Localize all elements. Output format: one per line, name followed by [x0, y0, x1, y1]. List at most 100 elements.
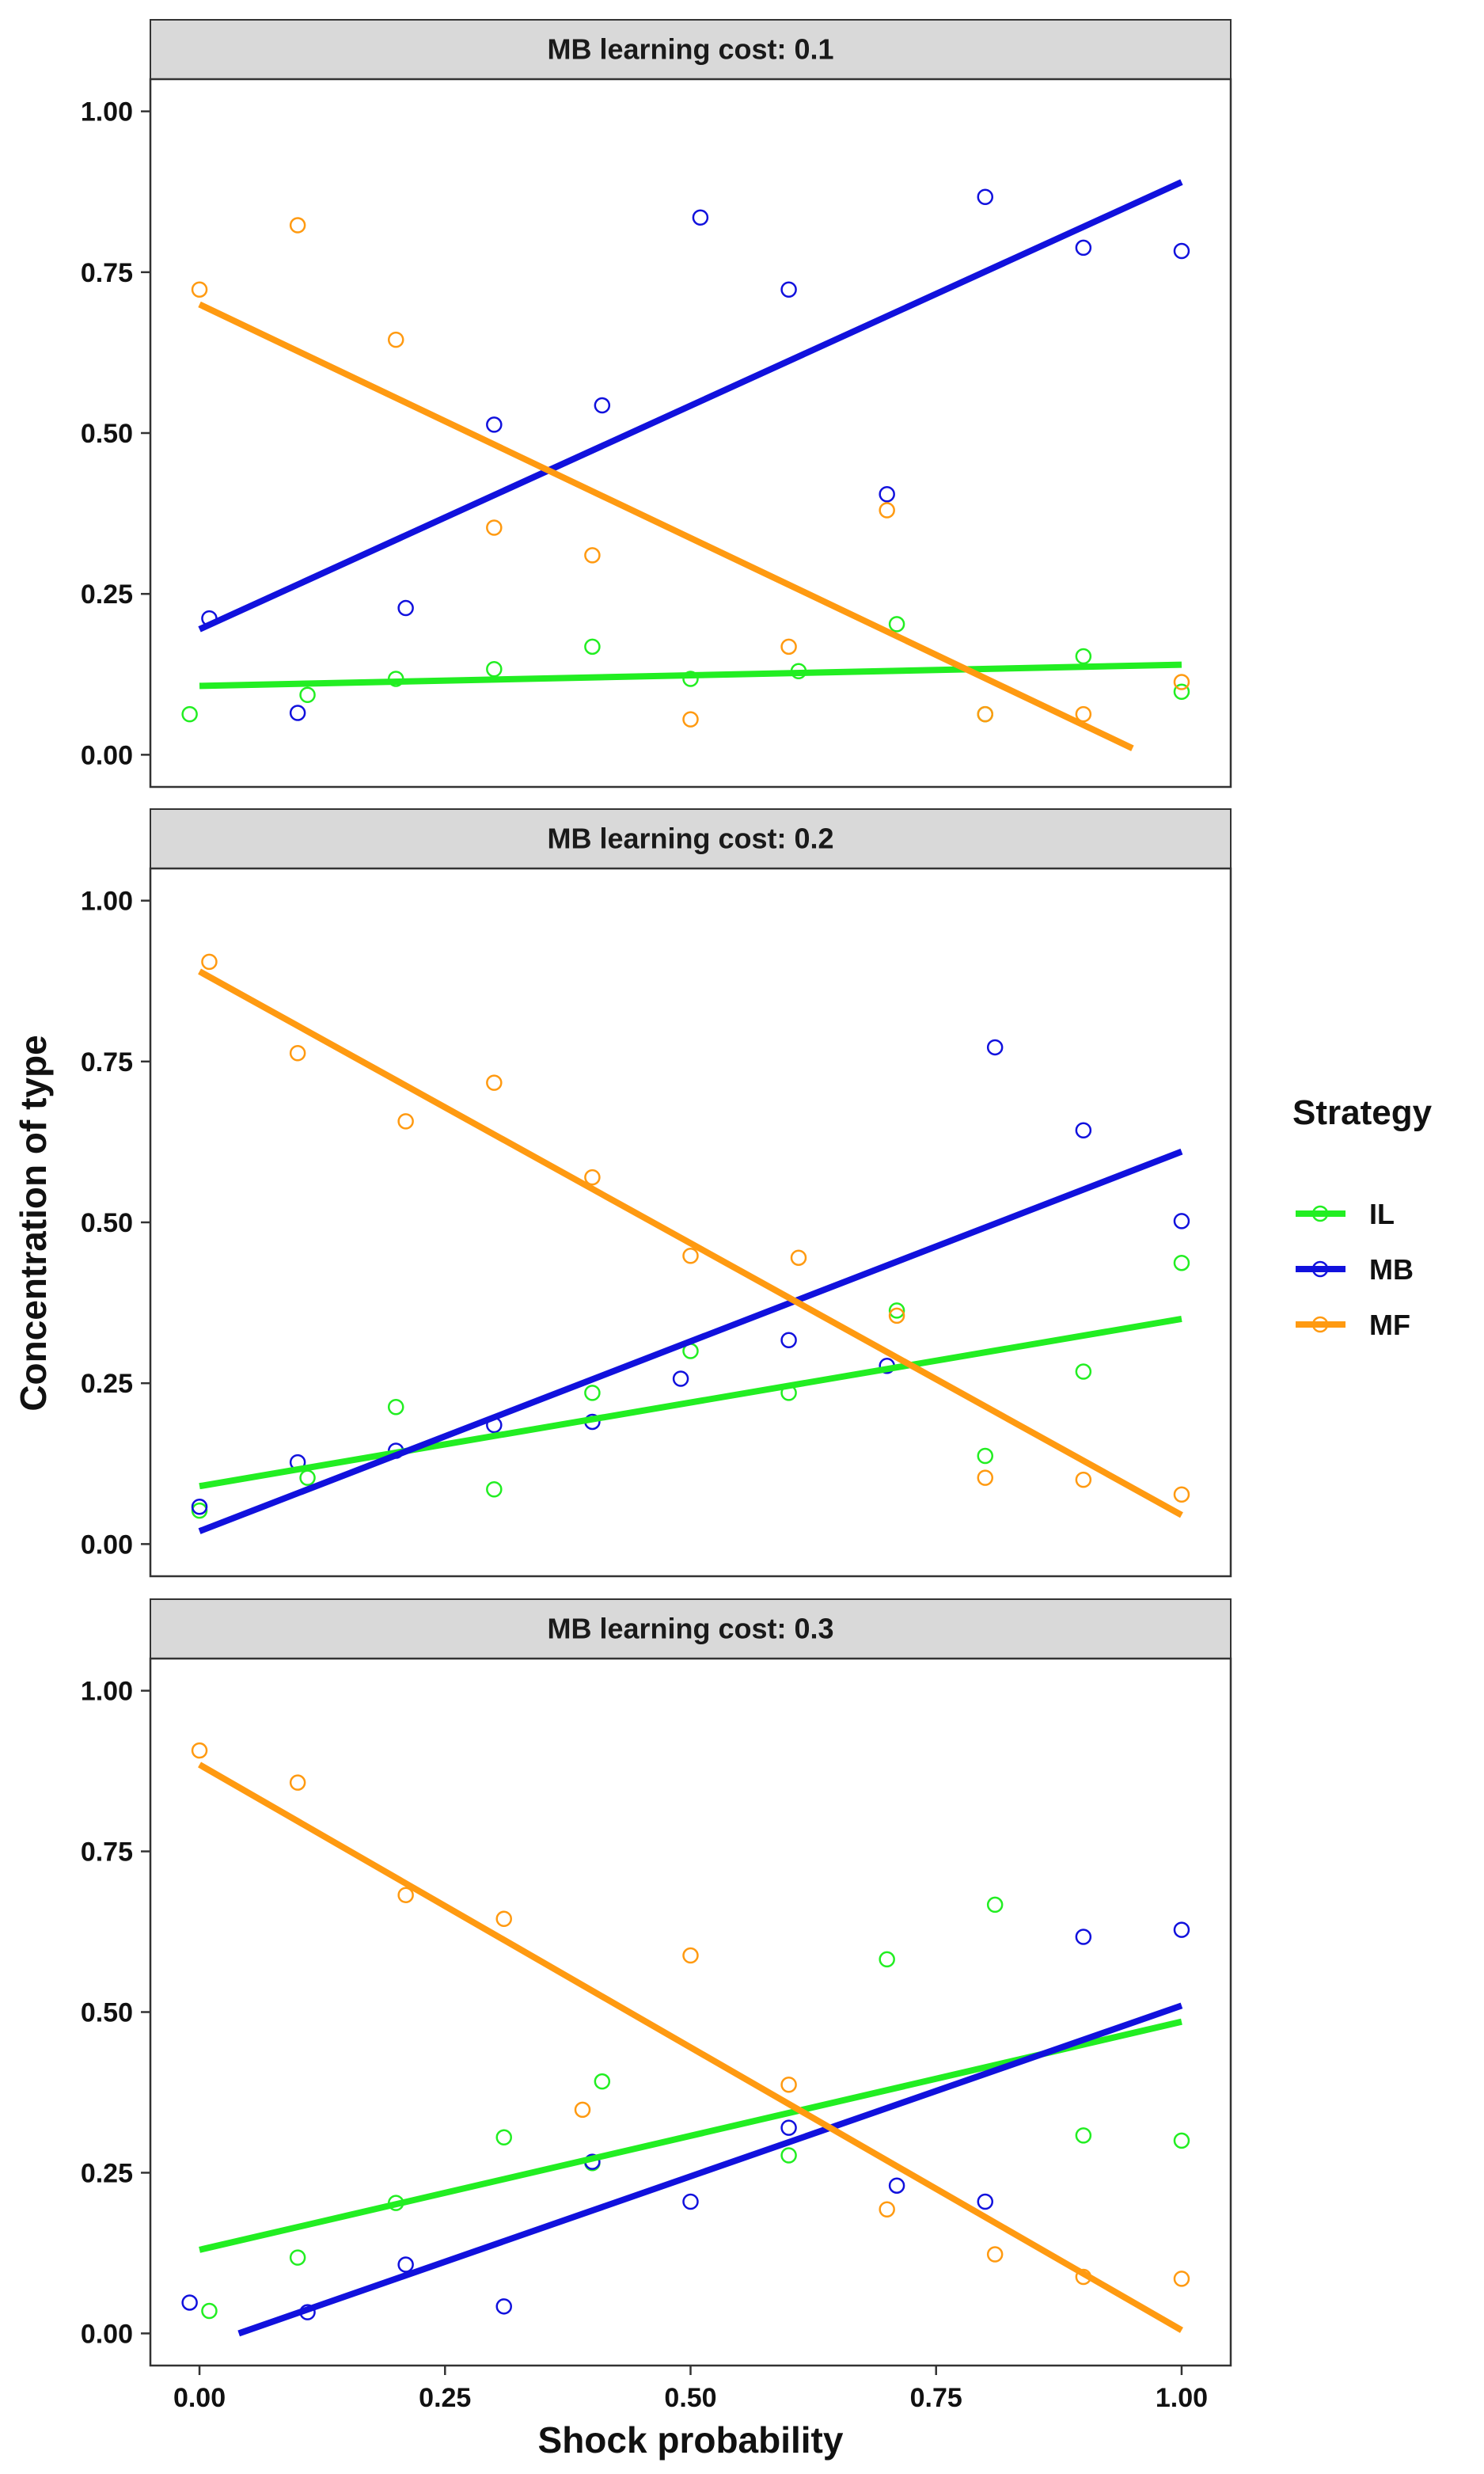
data-point-il [1075, 1363, 1092, 1380]
panel-frame [149, 867, 1232, 1578]
x-tick-label: 0.00 [173, 2383, 226, 2413]
data-point-il [986, 1896, 1004, 1913]
fit-line-mb [198, 179, 1183, 633]
data-point-mf [682, 711, 699, 728]
panel-strip-label: MB learning cost: 0.1 [547, 33, 833, 66]
data-point-il [594, 2073, 611, 2090]
data-point-mb [888, 2177, 905, 2194]
data-point-mf [387, 331, 404, 348]
y-tick-label: 1.00 [81, 97, 133, 127]
data-point-il [181, 705, 198, 723]
data-point-mb [780, 281, 797, 298]
data-point-mf [682, 1248, 699, 1264]
data-point-mb [191, 1498, 208, 1515]
data-point-mf [682, 1947, 699, 1964]
y-tick-label: 1.00 [81, 887, 133, 917]
data-point-mf [201, 953, 218, 971]
panel-strip-label: MB learning cost: 0.2 [547, 823, 833, 855]
data-point-mf [397, 1887, 414, 1903]
x-tick-label: 1.00 [1156, 2383, 1208, 2413]
data-point-il [879, 1951, 895, 1968]
data-point-il [888, 616, 905, 633]
legend-key-point-il [1311, 1205, 1329, 1222]
y-tick-label: 0.50 [81, 419, 133, 449]
data-point-il [1173, 683, 1190, 700]
data-point-mb [397, 599, 414, 617]
data-point-il [486, 661, 503, 678]
panel-strip-label: MB learning cost: 0.3 [547, 1613, 833, 1645]
data-point-mb [486, 416, 503, 433]
data-point-mf [780, 2076, 797, 2093]
data-point-il [387, 1399, 404, 1416]
legend-title: Strategy [1292, 1093, 1433, 1132]
data-point-mf [289, 217, 306, 234]
legend-key-point-mb [1311, 1260, 1329, 1278]
data-point-mb [692, 209, 709, 226]
data-point-mb [986, 1039, 1004, 1056]
y-tick-label: 0.50 [81, 1208, 133, 1238]
y-tick-label: 0.75 [81, 258, 133, 288]
y-tick-label: 0.50 [81, 1998, 133, 2028]
legend-label-il: IL [1369, 1198, 1395, 1230]
x-axis-title: Shock probability [538, 2419, 844, 2461]
data-point-mb [495, 2298, 512, 2315]
data-point-mf [574, 2101, 591, 2119]
data-point-mb [594, 397, 611, 414]
panel-strip [150, 1598, 1232, 1659]
data-point-mf [977, 705, 994, 723]
x-tick-label: 0.75 [910, 2383, 962, 2413]
data-point-mb [1173, 242, 1190, 260]
data-point-il [584, 638, 601, 656]
data-point-mf [289, 1774, 306, 1791]
y-tick-label: 0.00 [81, 740, 133, 770]
data-point-mf [888, 1307, 905, 1324]
data-point-il [584, 1385, 601, 1401]
data-point-mb [1173, 1213, 1190, 1229]
data-point-mb [1075, 1929, 1092, 1945]
data-point-il [682, 671, 699, 687]
y-tick-label: 0.75 [81, 1047, 133, 1077]
x-tick-label: 0.25 [419, 2383, 471, 2413]
y-tick-label: 1.00 [81, 1677, 133, 1707]
y-tick-label: 0.25 [81, 1369, 133, 1399]
y-tick-label: 0.00 [81, 2319, 133, 2349]
fit-line-mf [198, 968, 1183, 1518]
data-point-mf [486, 1074, 503, 1091]
data-point-mf [1173, 1486, 1190, 1503]
data-point-mb [977, 2193, 994, 2210]
data-point-mb [397, 2256, 414, 2273]
data-point-il [888, 1302, 905, 1319]
data-point-mb [977, 188, 994, 205]
data-point-mf [1075, 705, 1092, 723]
data-point-mb [1173, 1921, 1190, 1938]
data-point-il [201, 2302, 218, 2320]
y-tick-label: 0.25 [81, 580, 133, 610]
fit-line-mf [198, 1761, 1183, 2333]
y-tick-label: 0.75 [81, 1837, 133, 1868]
x-tick-label: 0.50 [664, 2383, 716, 2413]
panel-frame [149, 1657, 1232, 2367]
data-point-mf [1075, 1471, 1092, 1488]
data-point-il [486, 1481, 503, 1498]
data-point-il [289, 2249, 306, 2266]
data-point-mf [486, 519, 503, 536]
fit-line-mf [198, 301, 1134, 751]
data-point-il [1075, 2127, 1092, 2144]
data-point-mb [879, 485, 895, 503]
panel-strip [150, 808, 1232, 869]
data-point-mb [682, 2193, 699, 2210]
data-point-il [780, 2147, 797, 2164]
data-point-mb [289, 705, 306, 721]
data-point-mf [1173, 2271, 1190, 2287]
data-point-il [977, 1447, 994, 1465]
legend-key-point-mf [1311, 1316, 1329, 1333]
data-point-mf [191, 281, 208, 298]
data-point-mb [780, 2119, 797, 2136]
data-point-mf [584, 547, 601, 564]
data-point-mf [495, 1910, 512, 1928]
data-point-mf [879, 502, 895, 519]
data-point-mb [181, 2294, 198, 2311]
data-point-mb [672, 1370, 689, 1387]
data-point-mf [584, 1169, 601, 1186]
